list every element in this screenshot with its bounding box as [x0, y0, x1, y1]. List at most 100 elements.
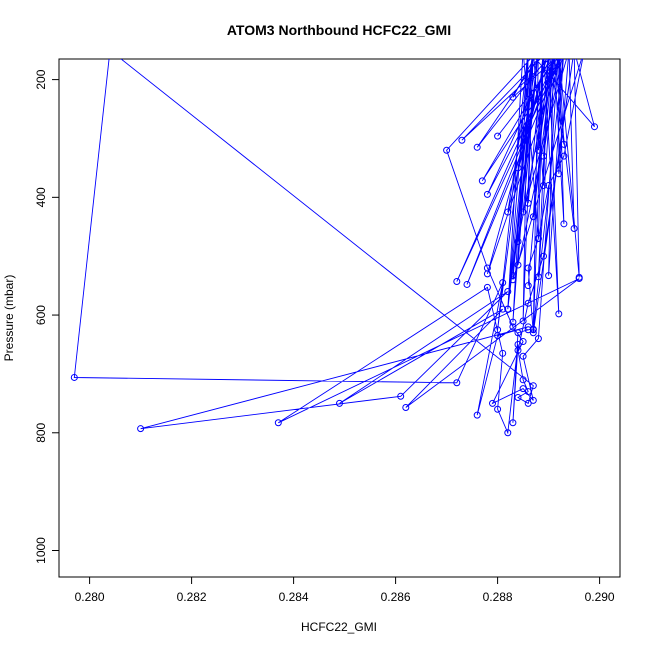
data-point — [556, 47, 562, 53]
data-point — [566, 47, 572, 53]
x-tick-label: 0.288 — [483, 590, 513, 604]
data-point — [519, 338, 527, 346]
data-point — [483, 270, 491, 278]
data-point — [555, 170, 563, 178]
data-point — [556, 47, 562, 53]
data-point — [556, 47, 562, 53]
data-point — [397, 392, 405, 400]
data-point — [535, 47, 541, 53]
data-point — [514, 329, 522, 337]
data-point — [530, 47, 536, 53]
data-point — [535, 47, 541, 53]
data-point — [530, 47, 536, 53]
x-tick-label: 0.284 — [279, 590, 309, 604]
data-point — [499, 349, 507, 357]
data-point — [524, 326, 532, 334]
data-point — [540, 152, 547, 160]
data-point — [551, 47, 557, 53]
data-point — [514, 340, 522, 348]
data-point — [514, 393, 522, 401]
data-point — [483, 283, 491, 291]
x-axis-title: HCFC22_GMI — [301, 620, 377, 634]
x-axis: 0.280 0.282 0.284 0.286 0.288 0.290 — [75, 577, 615, 604]
data-point — [561, 47, 567, 53]
data-point — [336, 399, 343, 407]
data-point — [514, 164, 522, 172]
data-point — [551, 47, 557, 53]
data-point — [535, 47, 541, 53]
data-point — [551, 47, 557, 53]
data-point — [520, 47, 526, 53]
y-tick-label: 200 — [34, 69, 48, 89]
data-point — [556, 47, 562, 53]
data-point — [524, 199, 532, 207]
data-point — [519, 385, 527, 393]
data-point — [504, 305, 512, 313]
data-point — [551, 47, 557, 53]
y-tick-label: 1000 — [34, 537, 48, 564]
data-point — [504, 429, 512, 437]
data-point — [561, 47, 567, 53]
data-point — [494, 405, 502, 413]
data-point — [529, 329, 537, 337]
data-point — [530, 47, 536, 53]
data-point — [524, 399, 532, 407]
series-line — [73, 59, 595, 435]
data-point — [274, 419, 282, 427]
data-point — [483, 190, 491, 198]
data-point — [494, 332, 502, 340]
data-point — [509, 419, 517, 427]
data-point — [524, 323, 532, 331]
data-point — [529, 396, 537, 404]
data-point — [530, 47, 536, 53]
data-point — [524, 388, 532, 396]
data-point — [107, 47, 113, 53]
data-point — [571, 47, 577, 53]
data-point — [546, 47, 552, 53]
data-point — [463, 280, 471, 288]
data-point — [534, 146, 542, 154]
data-point — [489, 399, 496, 407]
data-point — [530, 47, 536, 53]
data-point — [458, 136, 466, 144]
data-point — [545, 272, 553, 280]
data-point — [519, 376, 527, 384]
data-point — [525, 47, 531, 53]
data-point — [524, 282, 532, 290]
data-point — [509, 318, 517, 326]
x-tick-label: 0.282 — [177, 590, 207, 604]
data-point — [561, 47, 567, 53]
data-point — [561, 47, 567, 53]
data-point — [509, 272, 517, 280]
data-point — [591, 123, 598, 131]
data-point — [519, 208, 527, 216]
chart-title: ATOM3 Northbound HCFC22_GMI — [227, 22, 451, 38]
data-point — [556, 47, 562, 53]
data-point — [499, 305, 507, 313]
data-point — [525, 47, 531, 53]
y-tick-label: 800 — [34, 422, 48, 442]
x-tick-label: 0.286 — [381, 590, 411, 604]
data-point — [514, 261, 522, 269]
data-point — [524, 299, 532, 307]
data-point — [534, 335, 542, 343]
data-point — [499, 279, 507, 287]
data-point — [571, 47, 577, 53]
data-point — [453, 379, 461, 387]
data-point — [541, 47, 547, 53]
data-point — [504, 288, 512, 296]
data-point — [581, 47, 587, 53]
data-point — [509, 93, 517, 101]
data-point — [555, 310, 563, 318]
data-point — [560, 152, 568, 160]
data-point — [560, 220, 568, 228]
data-point — [473, 411, 481, 419]
data-point — [575, 275, 583, 283]
data-point — [535, 47, 541, 53]
data-point — [519, 352, 527, 360]
data-point — [478, 177, 486, 185]
data-point — [534, 235, 542, 243]
data-point — [546, 47, 552, 53]
data-point — [546, 47, 552, 53]
